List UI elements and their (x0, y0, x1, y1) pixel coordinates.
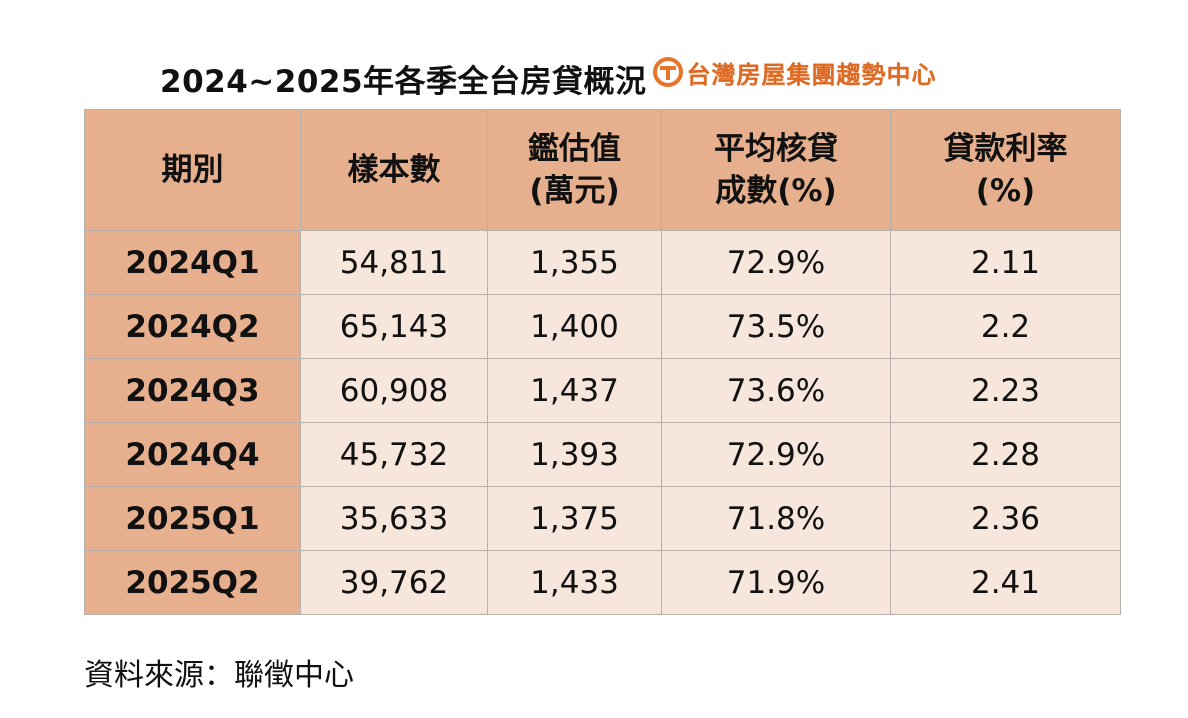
brand-name: 台灣房屋集團趨勢中心 (686, 60, 937, 89)
loan-ratio-cell: 72.9% (661, 230, 891, 295)
appraisal-value-cell: 1,437 (487, 358, 662, 423)
source-note: 資料來源：聯徵中心 (84, 658, 354, 693)
column-header: 鑑估值 (萬元) (487, 109, 662, 231)
appraisal-value-cell: 1,355 (487, 230, 662, 295)
table-row: 2025Q1 35,633 1,375 71.8% 2.36 (84, 486, 1121, 551)
appraisal-value-cell: 1,433 (487, 550, 662, 615)
loan-ratio-cell: 73.5% (661, 294, 891, 359)
table-row: 2024Q2 65,143 1,400 73.5% 2.2 (84, 294, 1121, 359)
page-title: 2024~2025年各季全台房貸概況 (160, 63, 647, 100)
period-cell: 2024Q4 (84, 422, 301, 487)
column-header: 樣本數 (300, 109, 488, 231)
table-row: 2024Q4 45,732 1,393 72.9% 2.28 (84, 422, 1121, 487)
period-cell: 2024Q3 (84, 358, 301, 423)
period-cell: 2024Q1 (84, 230, 301, 295)
table-row: 2024Q1 54,811 1,355 72.9% 2.11 (84, 230, 1121, 295)
loan-ratio-cell: 72.9% (661, 422, 891, 487)
interest-rate-cell: 2.23 (890, 358, 1121, 423)
period-cell: 2025Q1 (84, 486, 301, 551)
sample-count-cell: 39,762 (300, 550, 488, 615)
interest-rate-cell: 2.11 (890, 230, 1121, 295)
loan-ratio-cell: 73.6% (661, 358, 891, 423)
appraisal-value-cell: 1,400 (487, 294, 662, 359)
loan-ratio-cell: 71.8% (661, 486, 891, 551)
appraisal-value-cell: 1,393 (487, 422, 662, 487)
period-cell: 2025Q2 (84, 550, 301, 615)
header: 2024~2025年各季全台房貸概況 台灣房屋集團趨勢中心 (160, 52, 937, 104)
sample-count-cell: 65,143 (300, 294, 488, 359)
column-header: 平均核貸 成數(%) (661, 109, 891, 231)
loan-ratio-cell: 71.9% (661, 550, 891, 615)
column-header: 貸款利率 (%) (890, 109, 1121, 231)
column-header: 期別 (84, 109, 301, 231)
table-header-row: 期別 樣本數 鑑估值 (萬元) 平均核貸 成數(%) 貸款利率 (%) (84, 109, 1121, 231)
sample-count-cell: 54,811 (300, 230, 488, 295)
interest-rate-cell: 2.36 (890, 486, 1121, 551)
mortgage-table: 期別 樣本數 鑑估值 (萬元) 平均核貸 成數(%) 貸款利率 (%) 2024Q1 … (84, 109, 1121, 615)
interest-rate-cell: 2.28 (890, 422, 1121, 487)
sample-count-cell: 60,908 (300, 358, 488, 423)
table-row: 2024Q3 60,908 1,437 73.6% 2.23 (84, 358, 1121, 423)
taiwan-realty-logo-icon (652, 57, 683, 87)
brand: 台灣房屋集團趨勢中心 (652, 55, 937, 90)
period-cell: 2024Q2 (84, 294, 301, 359)
table-row: 2025Q2 39,762 1,433 71.9% 2.41 (84, 550, 1121, 615)
appraisal-value-cell: 1,375 (487, 486, 662, 551)
sample-count-cell: 45,732 (300, 422, 488, 487)
sample-count-cell: 35,633 (300, 486, 488, 551)
interest-rate-cell: 2.41 (890, 550, 1121, 615)
interest-rate-cell: 2.2 (890, 294, 1121, 359)
